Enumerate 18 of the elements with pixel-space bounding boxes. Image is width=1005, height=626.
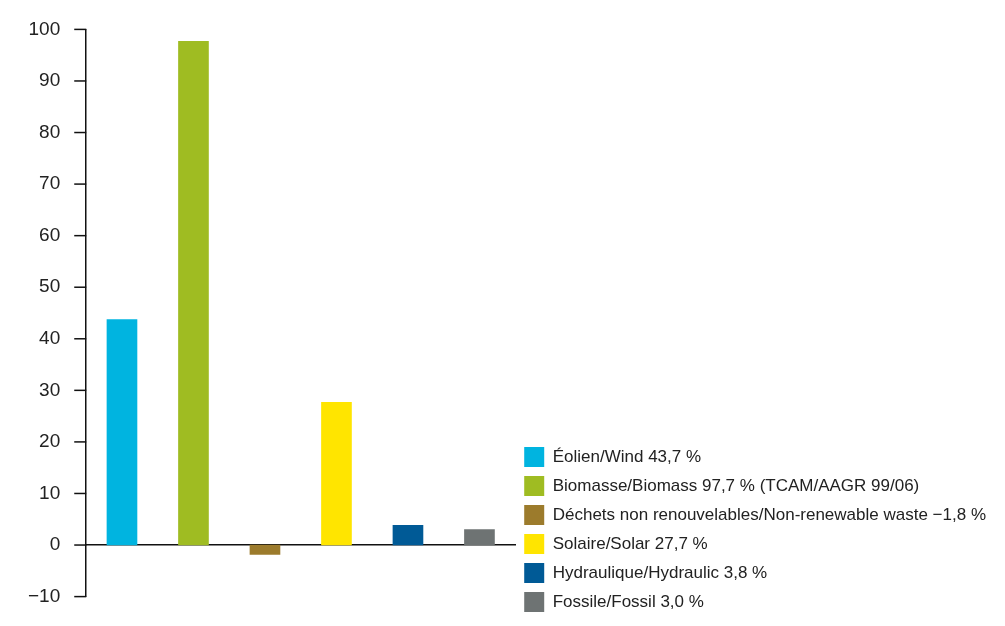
y-tick-label: 50 <box>39 275 61 297</box>
legend-label: Solaire/Solar 27,7 % <box>552 533 708 553</box>
y-tick-label: 40 <box>39 327 61 349</box>
y-tick-label: 90 <box>39 69 61 91</box>
y-tick-label: 80 <box>39 120 61 142</box>
legend-label: Éolien/Wind 43,7 % <box>552 446 702 466</box>
y-tick-label: 20 <box>39 430 61 452</box>
legend-label: Fossile/Fossil 3,0 % <box>552 591 704 611</box>
y-tick-label: 0 <box>49 533 61 555</box>
y-tick-label: 70 <box>39 172 61 194</box>
y-tick-label: 100 <box>28 17 61 39</box>
y-tick-label: 30 <box>39 378 61 400</box>
y-tick-label: −10 <box>28 584 61 606</box>
legend-label: Déchets non renouvelables/Non-renewable waste −1,8 % <box>552 504 986 524</box>
y-tick-label: 60 <box>39 223 61 245</box>
y-tick-label: 10 <box>39 481 61 503</box>
legend-label: Biomasse/Biomass 97,7 % (TCAM/AAGR 99/06) <box>552 475 920 495</box>
legend-label: Hydraulique/Hydraulic 3,8 % <box>552 562 768 582</box>
